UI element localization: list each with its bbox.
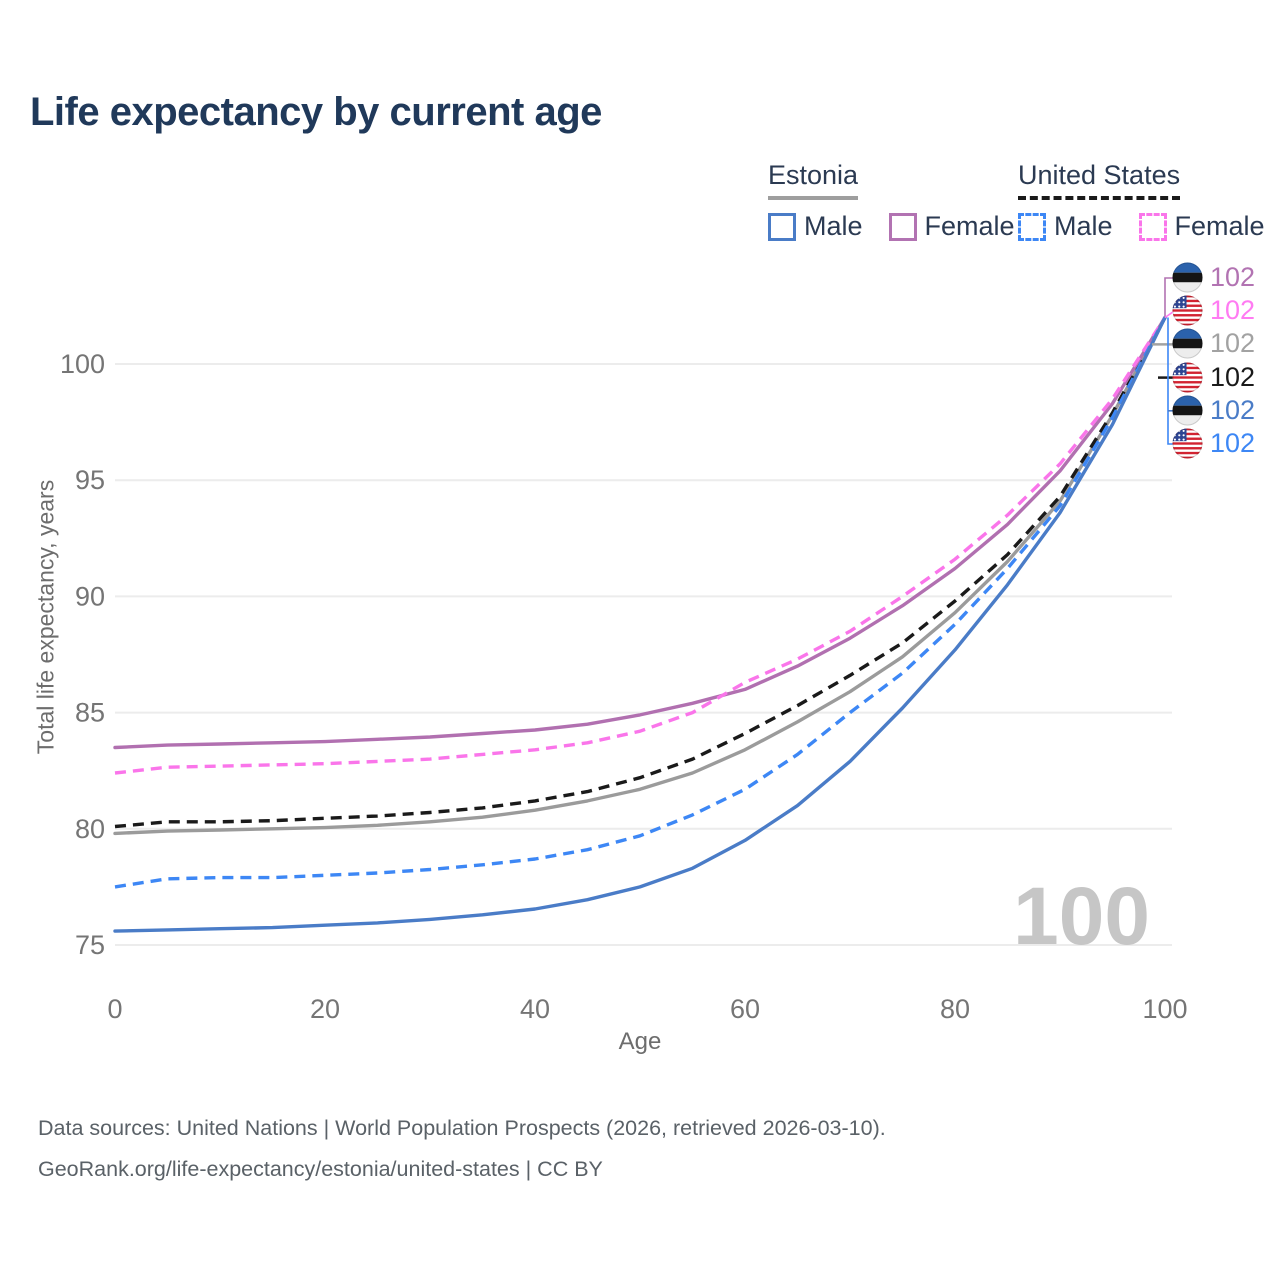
legend-item-estonia-male[interactable]: Male xyxy=(768,211,863,242)
legend-group-united-states: United States Male Female xyxy=(1018,160,1265,242)
x-tick-label-100: 100 xyxy=(1142,994,1187,1024)
us-flag-icon xyxy=(1172,295,1203,326)
end-value: 102 xyxy=(1210,394,1256,425)
us-female-swatch-icon xyxy=(1138,212,1167,241)
data-sources-text: Data sources: United Nations | World Pop… xyxy=(38,1116,886,1140)
us-flag-icon xyxy=(1172,428,1203,459)
legend-group-estonia: Estonia Male Female xyxy=(768,160,1015,242)
attribution-text: GeoRank.org/life-expectancy/estonia/unit… xyxy=(38,1156,603,1181)
x-axis-title: Age xyxy=(618,1028,662,1055)
line-chart-canvas[interactable]: 75 80 85 90 95 100 0 20 40 60 80 100 xyxy=(0,0,1280,1080)
legend-label: Female xyxy=(924,211,1015,241)
x-tick-label-20: 20 xyxy=(310,994,340,1024)
x-tick-label-80: 80 xyxy=(940,994,970,1024)
end-label-united-states-female: 102 xyxy=(1172,294,1255,327)
series-line-estonia-both-sexes[interactable] xyxy=(113,315,1167,836)
x-tick-label-40: 40 xyxy=(520,994,550,1024)
series-line-united-states-male[interactable] xyxy=(114,316,1167,889)
chart-legend: Estonia Male Female United States Male xyxy=(0,160,1280,250)
end-label-united-states-male: 102 xyxy=(1172,427,1255,460)
end-value: 102 xyxy=(1210,262,1256,293)
estonia-flag-icon xyxy=(1172,395,1203,426)
us-male-swatch-icon xyxy=(1018,212,1046,241)
end-label-united-states-both-sexes: 102 xyxy=(1172,361,1255,394)
y-tick-label-85: 85 xyxy=(75,698,105,728)
leader-us-male xyxy=(1167,317,1174,445)
x-tick-label-0: 0 xyxy=(107,994,122,1024)
end-value: 102 xyxy=(1210,361,1256,392)
legend-country-united-states[interactable]: United States xyxy=(1018,160,1181,200)
y-tick-label-75: 75 xyxy=(75,930,105,960)
end-label-estonia-male: 102 xyxy=(1172,394,1255,427)
legend-label: Male xyxy=(1054,211,1113,241)
page-title: Life expectancy by current age xyxy=(30,90,602,134)
y-tick-label-100: 100 xyxy=(60,349,105,379)
end-value: 102 xyxy=(1210,328,1256,359)
footer: Data sources: United Nations | World Pop… xyxy=(38,1108,886,1189)
estonia-male-swatch-icon xyxy=(768,212,796,241)
legend-item-us-male[interactable]: Male xyxy=(1018,211,1113,242)
series-line-estonia-male[interactable] xyxy=(113,315,1167,933)
leader-estonia-female xyxy=(1164,277,1174,318)
estonia-flag-icon xyxy=(1172,262,1203,293)
end-value: 102 xyxy=(1210,428,1256,459)
end-value: 102 xyxy=(1210,295,1256,326)
y-axis-title: Total life expectancy, years xyxy=(32,479,59,755)
legend-item-us-female[interactable]: Female xyxy=(1138,211,1265,242)
y-tick-label-90: 90 xyxy=(75,581,105,611)
x-tick-label-60: 60 xyxy=(730,994,760,1024)
legend-label: Male xyxy=(804,211,863,241)
us-flag-icon xyxy=(1172,362,1203,393)
estonia-female-swatch-icon xyxy=(888,212,917,241)
estonia-flag-icon xyxy=(1172,328,1203,359)
leader-us-female xyxy=(1164,310,1175,319)
series-line-united-states-both-sexes[interactable] xyxy=(114,316,1167,829)
legend-country-estonia[interactable]: Estonia xyxy=(768,160,859,200)
series-line-united-states-female[interactable] xyxy=(114,316,1167,775)
legend-label: Female xyxy=(1174,211,1265,241)
age-counter-watermark: 100 xyxy=(1013,871,1150,962)
end-label-estonia-both-sexes: 102 xyxy=(1172,327,1255,360)
legend-item-estonia-female[interactable]: Female xyxy=(888,211,1015,242)
y-tick-label-80: 80 xyxy=(75,814,105,844)
series-line-estonia-female[interactable] xyxy=(113,315,1167,750)
series-end-labels: 102 102 102 102 102 102 xyxy=(1172,261,1255,460)
y-tick-label-95: 95 xyxy=(75,465,105,495)
end-label-estonia-female: 102 xyxy=(1172,261,1255,294)
